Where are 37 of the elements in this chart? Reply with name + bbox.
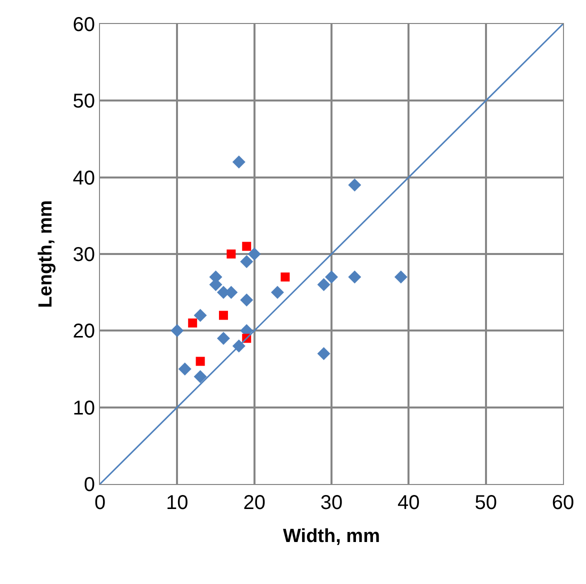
point — [325, 270, 338, 284]
y-tick-label: 20 — [72, 320, 95, 343]
point — [194, 308, 207, 322]
point — [196, 356, 205, 366]
point — [240, 294, 254, 306]
point — [248, 248, 261, 260]
point — [317, 347, 330, 360]
x-tick-label: 10 — [166, 492, 188, 514]
point — [216, 332, 230, 345]
y-tick-label: 60 — [72, 14, 95, 36]
point — [232, 156, 246, 168]
x-axis-title: Width, mm — [283, 526, 380, 547]
y-tick-label: 0 — [84, 474, 95, 496]
x-tick-label: 20 — [243, 492, 266, 514]
y-tick-label: 10 — [72, 397, 95, 420]
point — [240, 255, 254, 268]
point — [194, 370, 207, 384]
y-axis-title: Length, mm — [36, 200, 57, 308]
point — [270, 286, 284, 299]
y-tick-label: 50 — [72, 90, 95, 113]
point — [178, 362, 192, 376]
point — [170, 324, 184, 338]
point — [242, 242, 252, 251]
point — [317, 278, 330, 292]
y-tick-label: 30 — [72, 244, 95, 266]
x-tick-label: 40 — [398, 492, 420, 514]
point — [188, 318, 198, 328]
point — [226, 250, 236, 258]
x-tick-label: 30 — [320, 492, 343, 514]
y-tick-label: 40 — [72, 167, 95, 190]
x-tick-label: 60 — [552, 492, 574, 514]
point — [348, 178, 362, 192]
point — [348, 270, 362, 284]
point — [280, 272, 290, 282]
point — [394, 270, 408, 284]
point — [218, 310, 228, 320]
x-tick-label: 50 — [474, 492, 497, 514]
